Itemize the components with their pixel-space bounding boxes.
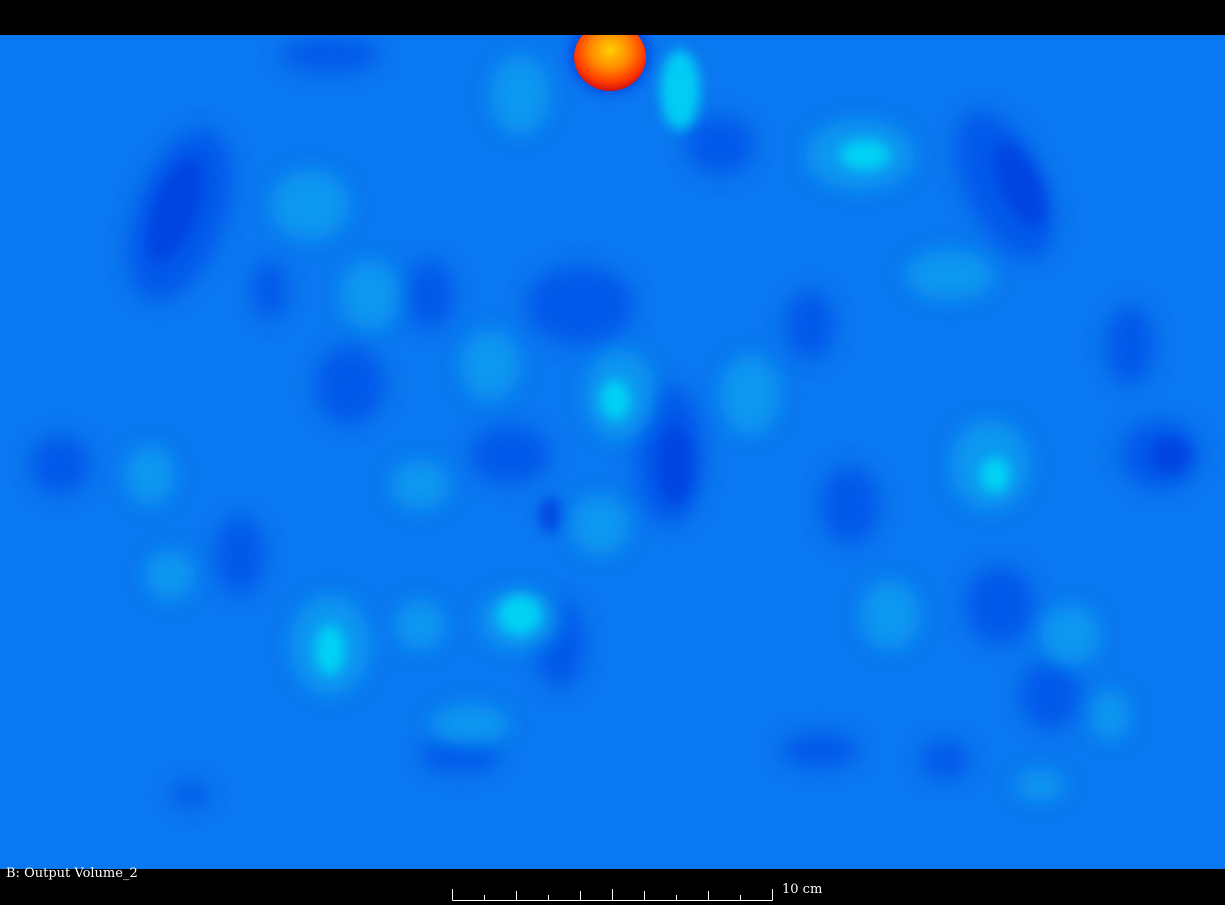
field-distribution-view[interactable] xyxy=(0,35,1225,869)
scale-bar-ticks xyxy=(452,889,773,901)
deep-low-spots xyxy=(147,143,1190,533)
top-bar xyxy=(0,0,1225,35)
high-field-regions xyxy=(315,50,1010,675)
scale-bar xyxy=(452,889,773,901)
low-field-regions xyxy=(30,37,1200,807)
view-title-label: B: Output Volume_2 xyxy=(6,866,138,881)
scale-bar-label: 10 cm xyxy=(782,882,823,897)
field-hotspot xyxy=(570,35,650,93)
